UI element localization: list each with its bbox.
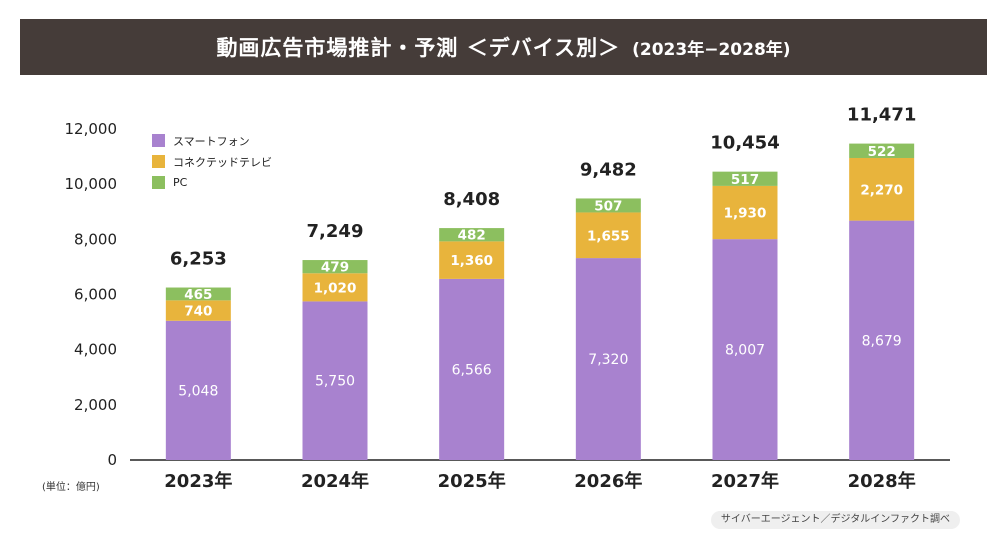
unit-note: (単位：億円) xyxy=(42,482,100,493)
data-label: 5,048 xyxy=(178,383,218,399)
total-label: 6,253 xyxy=(170,249,227,270)
bar-segment-connected-tv xyxy=(302,273,368,302)
x-tick-label: 2025年 xyxy=(438,470,506,492)
total-label: 8,408 xyxy=(443,189,500,210)
y-tick-label: 10,000 xyxy=(65,175,118,193)
data-label: 1,655 xyxy=(587,228,630,244)
y-tick-label: 4,000 xyxy=(74,341,117,359)
chart-subtitle: (2023年−2028年) xyxy=(632,39,791,60)
y-tick-label: 6,000 xyxy=(74,286,117,304)
total-label: 11,471 xyxy=(847,105,916,126)
x-tick-label: 2027年 xyxy=(711,470,779,492)
legend: スマートフォン コネクテッドテレビ PC xyxy=(152,130,272,193)
bar-segment-pc xyxy=(712,171,778,186)
legend-label-pc: PC xyxy=(173,176,188,189)
bar-segment-smartphone xyxy=(712,239,778,460)
bar-segment-pc xyxy=(165,287,231,301)
bar-segment-pc xyxy=(302,260,368,274)
legend-item-connected-tv: コネクテッドテレビ xyxy=(152,151,272,172)
x-tick-label: 2023年 xyxy=(164,470,232,492)
bar-segment-smartphone xyxy=(302,301,368,460)
bar-segment-connected-tv xyxy=(849,157,915,221)
legend-swatch-smartphone xyxy=(152,134,165,147)
chart-title: 動画広告市場推計・予測 ＜デバイス別＞ xyxy=(216,36,621,60)
title-bar: 動画広告市場推計・予測 ＜デバイス別＞ (2023年−2028年) xyxy=(20,19,987,75)
data-label: 1,360 xyxy=(450,253,493,269)
source-credit: サイバーエージェント／デジタルインファクト調べ xyxy=(710,511,960,529)
y-tick-label: 0 xyxy=(107,451,117,469)
bar-segment-smartphone xyxy=(575,258,641,460)
data-label: 479 xyxy=(321,260,349,276)
x-tick-label: 2026年 xyxy=(574,470,642,492)
y-tick-label: 8,000 xyxy=(74,230,117,248)
data-label: 8,679 xyxy=(862,333,902,349)
data-label: 507 xyxy=(594,198,622,214)
legend-item-smartphone: スマートフォン xyxy=(152,130,272,151)
bar-segment-pc xyxy=(439,228,505,242)
data-label: 740 xyxy=(184,304,212,320)
total-label: 7,249 xyxy=(307,221,364,242)
data-label: 5,750 xyxy=(315,374,355,390)
data-label: 482 xyxy=(458,228,486,244)
bar-segment-connected-tv xyxy=(439,241,505,279)
bar-segment-smartphone xyxy=(165,320,231,460)
data-label: 8,007 xyxy=(725,343,765,359)
y-tick-label: 12,000 xyxy=(65,120,118,138)
data-label: 2,270 xyxy=(860,182,903,198)
x-tick-label: 2028年 xyxy=(848,470,916,492)
data-label: 7,320 xyxy=(588,352,628,368)
total-label: 10,454 xyxy=(710,133,779,154)
bar-segment-smartphone xyxy=(439,278,505,460)
data-label: 1,930 xyxy=(724,206,767,222)
legend-swatch-pc xyxy=(152,176,165,189)
data-label: 465 xyxy=(184,287,212,303)
data-label: 522 xyxy=(868,144,896,160)
bar-segment-pc xyxy=(849,143,915,158)
legend-swatch-connected-tv xyxy=(152,155,165,168)
data-label: 6,566 xyxy=(452,362,492,378)
bar-segment-connected-tv xyxy=(575,212,641,259)
y-tick-label: 2,000 xyxy=(74,396,117,414)
data-label: 517 xyxy=(731,172,759,188)
bar-segment-connected-tv xyxy=(712,185,778,240)
bar-segment-connected-tv xyxy=(165,300,231,321)
legend-item-pc: PC xyxy=(152,172,272,193)
bar-segment-pc xyxy=(575,198,641,213)
data-label: 1,020 xyxy=(314,280,357,296)
legend-label-smartphone: スマートフォン xyxy=(173,134,250,148)
bar-segment-smartphone xyxy=(849,220,915,460)
total-label: 9,482 xyxy=(580,159,637,180)
legend-label-connected-tv: コネクテッドテレビ xyxy=(173,155,272,169)
x-tick-label: 2024年 xyxy=(301,470,369,492)
